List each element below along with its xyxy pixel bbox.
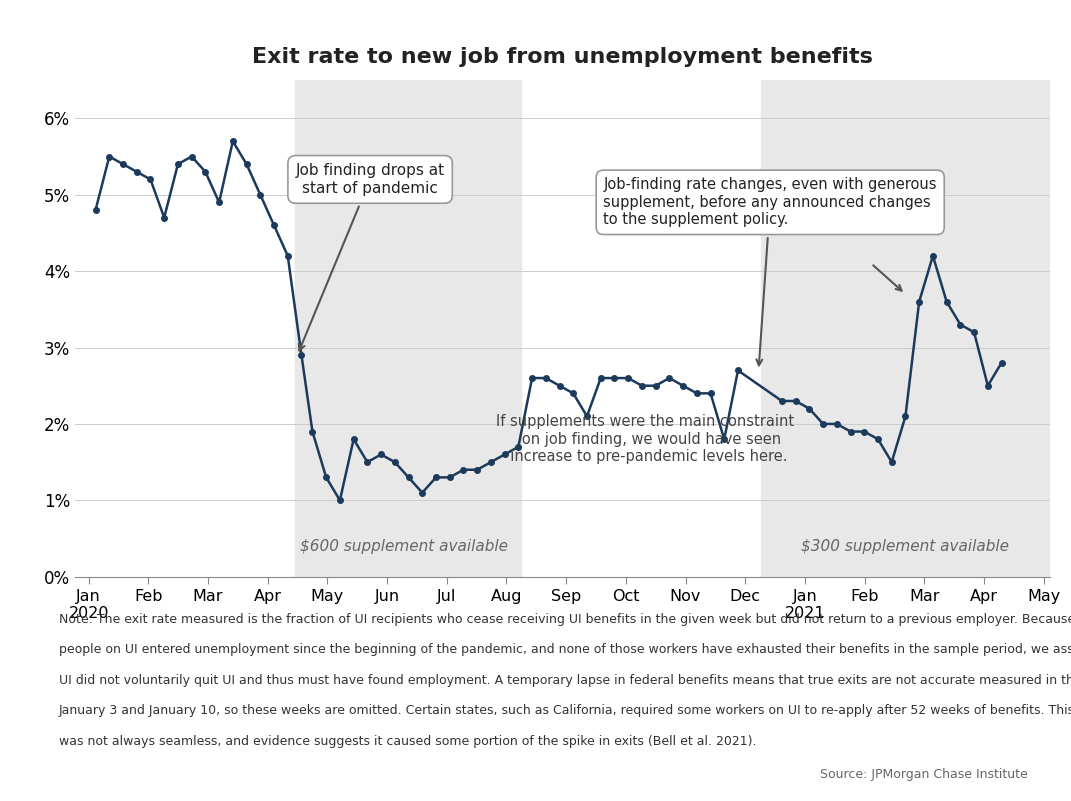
Bar <box>761 80 1050 577</box>
Text: UI did not voluntarily quit UI and thus must have found employment. A temporary : UI did not voluntarily quit UI and thus … <box>59 674 1071 686</box>
Text: Source: JPMorgan Chase Institute: Source: JPMorgan Chase Institute <box>820 768 1028 781</box>
Text: $300 supplement available: $300 supplement available <box>801 539 1010 553</box>
Text: Note: The exit rate measured is the fraction of UI recipients who cease receivin: Note: The exit rate measured is the frac… <box>59 613 1071 626</box>
Text: $600 supplement available: $600 supplement available <box>301 539 509 553</box>
Bar <box>295 80 522 577</box>
Text: If supplements were the main constraint
   on job finding, we would have seen
  : If supplements were the main constraint … <box>496 414 794 464</box>
Text: was not always seamless, and evidence suggests it caused some portion of the spi: was not always seamless, and evidence su… <box>59 735 756 747</box>
Text: Job finding drops at
start of pandemic: Job finding drops at start of pandemic <box>296 163 444 350</box>
Text: January 3 and January 10, so these weeks are omitted. Certain states, such as Ca: January 3 and January 10, so these weeks… <box>59 704 1071 717</box>
Text: people on UI entered unemployment since the beginning of the pandemic, and none : people on UI entered unemployment since … <box>59 643 1071 656</box>
Text: Job-finding rate changes, even with generous
supplement, before any announced ch: Job-finding rate changes, even with gene… <box>603 178 937 365</box>
Title: Exit rate to new job from unemployment benefits: Exit rate to new job from unemployment b… <box>252 47 873 67</box>
